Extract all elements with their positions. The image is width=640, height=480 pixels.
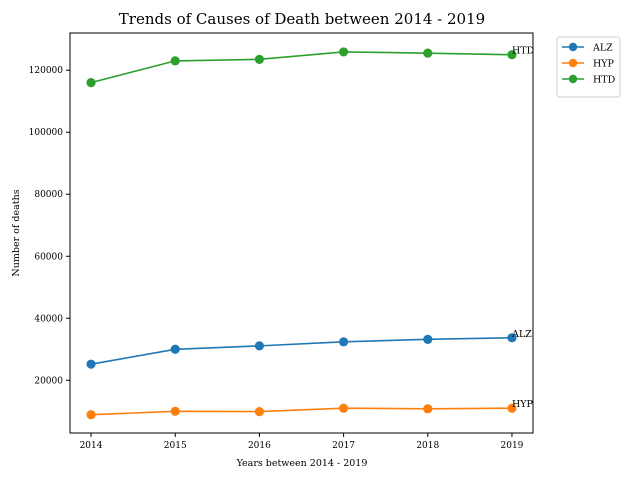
y-tick-label: 40000 — [34, 314, 63, 324]
data-point-htd — [507, 50, 517, 60]
legend: ALZ HYP HTD — [556, 36, 621, 98]
legend-marker-htd — [568, 74, 578, 84]
x-tick-label: 2017 — [332, 441, 355, 451]
x-axis-label: Years between 2014 - 2019 — [236, 458, 368, 469]
data-point-alz — [423, 334, 433, 344]
data-point-htd — [86, 78, 96, 88]
legend-label-htd: HTD — [593, 75, 616, 86]
series-line-alz — [90, 337, 512, 365]
data-point-hyp — [170, 406, 180, 416]
end-label-hyp: HYP — [512, 399, 534, 410]
plot-frame — [69, 32, 534, 434]
data-point-alz — [170, 344, 180, 354]
y-tick-label: 80000 — [34, 190, 63, 200]
data-point-alz — [254, 341, 265, 351]
plot-area: 2014 2015 2016 2017 2018 2019 20000 40000 60000 8… — [29, 46, 535, 451]
data-point-htd — [170, 56, 180, 66]
y-tick-label: 60000 — [34, 252, 63, 262]
legend-marker-hyp — [568, 58, 578, 68]
chart-title: Trends of Causes of Death between 2014 -… — [119, 10, 485, 28]
data-point-hyp — [254, 407, 265, 417]
data-point-alz — [507, 333, 517, 343]
x-tick-label: 2015 — [164, 441, 187, 451]
x-tick-label: 2019 — [501, 441, 524, 451]
y-tick-label: 20000 — [34, 376, 63, 386]
data-point-hyp — [507, 403, 517, 413]
data-point-hyp — [86, 410, 96, 420]
x-tick-label: 2018 — [416, 441, 439, 451]
data-point-hyp — [423, 404, 433, 414]
legend-marker-alz — [568, 42, 578, 52]
x-tick-label: 2016 — [248, 441, 271, 451]
end-label-htd: HTD — [512, 46, 535, 57]
series-line-htd — [90, 51, 512, 84]
y-axis-label: Number of deaths — [11, 189, 22, 276]
data-point-alz — [338, 337, 349, 347]
data-point-hyp — [338, 403, 349, 413]
data-point-htd — [338, 47, 349, 57]
legend-label-alz: ALZ — [592, 43, 613, 54]
y-tick-label: 120000 — [29, 66, 64, 76]
data-point-alz — [86, 359, 96, 369]
data-point-htd — [423, 48, 433, 58]
y-tick-label: 100000 — [29, 128, 64, 138]
legend-label-hyp: HYP — [593, 59, 615, 70]
x-tick-label: 2014 — [80, 441, 103, 451]
series-line-hyp — [91, 407, 512, 416]
end-label-alz: ALZ — [511, 329, 532, 340]
data-point-htd — [254, 54, 265, 64]
